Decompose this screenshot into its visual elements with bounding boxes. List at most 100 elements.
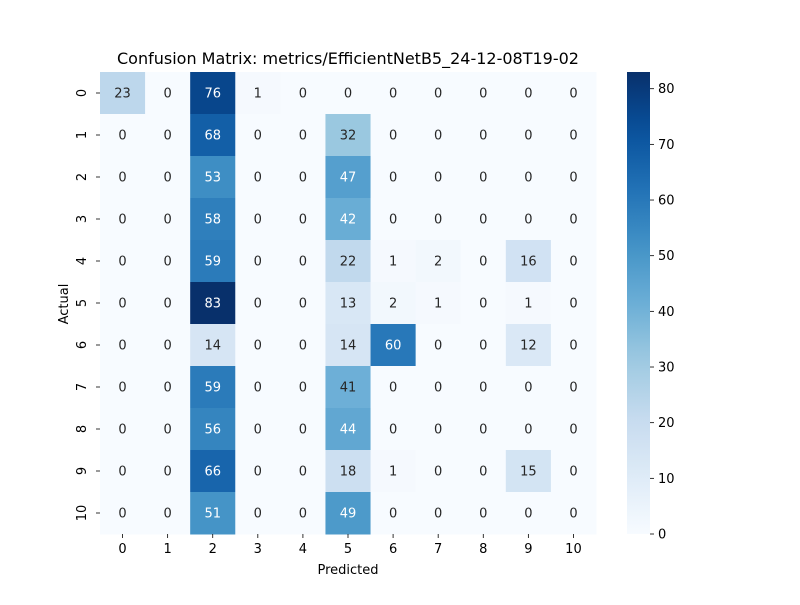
cell-value-label: 0: [299, 129, 307, 144]
heatmap-cell-r9-c6: [370, 450, 417, 493]
heatmap-cell-r7-c7: [415, 366, 462, 409]
heatmap-cell-r2-c8: [460, 156, 507, 199]
cell-value-label: 0: [118, 465, 126, 480]
x-tick-label: 1: [163, 542, 171, 557]
cell-value-label: 0: [163, 423, 171, 438]
cell-value-label: 0: [569, 381, 577, 396]
y-tick-label: 9: [75, 467, 90, 475]
heatmap-cell-r3-c5: [325, 198, 372, 241]
cell-value-label: 0: [299, 339, 307, 354]
cell-value-label: 0: [299, 213, 307, 228]
cell-value-label: 1: [389, 465, 397, 480]
heatmap-cell-r1-c8: [460, 114, 507, 157]
colorbar-tick-label: 20: [658, 416, 675, 431]
cell-value-label: 0: [434, 423, 442, 438]
cell-value-label: 0: [299, 171, 307, 186]
heatmap-cell-r5-c7: [415, 282, 462, 325]
cell-value-label: 0: [569, 507, 577, 522]
heatmap-cell-r0-c8: [460, 72, 507, 115]
heatmap-cell-r7-c3: [235, 366, 281, 409]
heatmap-cell-r9-c7: [415, 450, 462, 493]
cell-value-label: 51: [204, 507, 221, 522]
cell-value-label: 0: [479, 129, 487, 144]
cell-value-label: 22: [340, 255, 357, 270]
cell-value-label: 0: [163, 339, 171, 354]
cell-value-label: 0: [118, 381, 126, 396]
heatmap-cell-r0-c2: [190, 72, 236, 115]
heatmap-cell-r3-c1: [145, 198, 191, 241]
cell-value-label: 23: [114, 87, 131, 102]
heatmap-cell-r3-c7: [415, 198, 462, 241]
heatmap-cell-r2-c9: [505, 156, 552, 199]
cell-value-label: 0: [163, 87, 171, 102]
cell-value-label: 0: [389, 507, 397, 522]
cell-value-label: 0: [299, 381, 307, 396]
cell-value-label: 0: [479, 507, 487, 522]
heatmap-cell-r10-c5: [325, 492, 372, 535]
heatmap-cell-r10-c0: [100, 492, 146, 535]
cell-value-label: 0: [254, 381, 262, 396]
heatmap-cell-r7-c4: [280, 366, 326, 409]
heatmap-cell-r7-c2: [190, 366, 236, 409]
heatmap-cell-r9-c0: [100, 450, 146, 493]
heatmap-cell-r2-c3: [235, 156, 281, 199]
colorbar: 0 10 20 30 40 50 60 70 80: [627, 72, 675, 543]
heatmap-cell-r0-c3: [235, 72, 281, 115]
heatmap-cell-r8-c10: [550, 408, 597, 451]
heatmap-cell-r7-c6: [370, 366, 417, 409]
cell-value-label: 0: [479, 381, 487, 396]
cell-value-label: 2: [389, 297, 397, 312]
y-axis-ticks: 0 1 2 3 4 5 6 7 8 9 10: [75, 89, 100, 521]
heatmap-cell-r9-c2: [190, 450, 236, 493]
heatmap-cell-r2-c4: [280, 156, 326, 199]
colorbar-gradient: [627, 72, 650, 534]
cell-value-label: 0: [254, 465, 262, 480]
cell-value-label: 0: [118, 129, 126, 144]
cell-value-label: 42: [340, 213, 357, 228]
cell-value-label: 0: [434, 381, 442, 396]
cell-value-label: 0: [254, 255, 262, 270]
colorbar-tick-label: 70: [658, 138, 675, 153]
heatmap-cell-r0-c5: [325, 72, 372, 115]
cell-value-label: 1: [254, 87, 262, 102]
heatmap-cell-r5-c6: [370, 282, 417, 325]
heatmap-cell-r0-c9: [505, 72, 552, 115]
x-tick-label: 0: [118, 542, 126, 557]
cell-value-label: 53: [204, 171, 221, 186]
heatmap-cell-r7-c8: [460, 366, 507, 409]
heatmap-cell-r0-c0: [100, 72, 146, 115]
cell-value-label: 13: [340, 297, 357, 312]
heatmap-cell-r4-c9: [505, 240, 552, 283]
x-axis-ticks: 0 1 2 3 4 5 6 7 8 9 10: [118, 534, 582, 557]
cell-value-label: 76: [204, 87, 221, 102]
heatmap-cell-r8-c4: [280, 408, 326, 451]
heatmap-cell-r3-c0: [100, 198, 146, 241]
cell-value-label: 44: [340, 423, 357, 438]
cell-value-label: 0: [118, 297, 126, 312]
x-tick-label: 7: [434, 542, 442, 557]
y-tick-label: 2: [75, 173, 90, 181]
y-tick-label: 10: [75, 505, 90, 522]
cell-value-label: 0: [524, 171, 532, 186]
cell-value-label: 0: [434, 213, 442, 228]
colorbar-tick-label: 30: [658, 361, 675, 376]
heatmap-cell-r10-c8: [460, 492, 507, 535]
cell-value-label: 68: [204, 129, 221, 144]
heatmap-cell-r10-c2: [190, 492, 236, 535]
heatmap-cell-r1-c1: [145, 114, 191, 157]
heatmap-cell-r6-c10: [550, 324, 597, 367]
heatmap-cell-r2-c7: [415, 156, 462, 199]
cell-value-label: 32: [340, 129, 357, 144]
colorbar-tick-label: 60: [658, 194, 675, 209]
heatmap-cell-r1-c4: [280, 114, 326, 157]
cell-value-label: 0: [434, 87, 442, 102]
cell-value-label: 12: [520, 339, 537, 354]
cell-value-label: 0: [389, 129, 397, 144]
heatmap-cell-r6-c0: [100, 324, 146, 367]
cell-value-label: 0: [569, 171, 577, 186]
cell-value-label: 0: [118, 255, 126, 270]
y-tick-label: 8: [75, 425, 90, 433]
heatmap-cell-r4-c8: [460, 240, 507, 283]
cell-value-label: 0: [163, 129, 171, 144]
